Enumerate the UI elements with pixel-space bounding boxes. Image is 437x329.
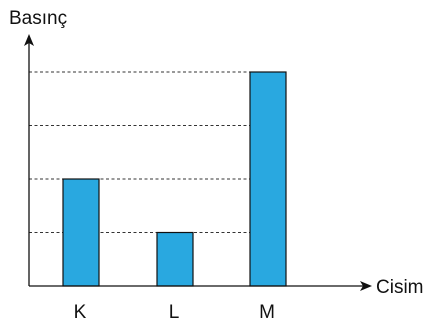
y-axis-title: Basınç xyxy=(9,8,67,29)
bar-l xyxy=(157,233,193,287)
tick-labels: K L M xyxy=(74,302,275,323)
bar-k xyxy=(63,179,99,286)
x-tick-label-m: M xyxy=(259,302,275,323)
x-tick-label-k: K xyxy=(74,302,87,323)
x-axis-title: Cisim xyxy=(376,277,424,298)
bar-m xyxy=(250,72,286,286)
x-tick-label-l: L xyxy=(169,302,180,323)
